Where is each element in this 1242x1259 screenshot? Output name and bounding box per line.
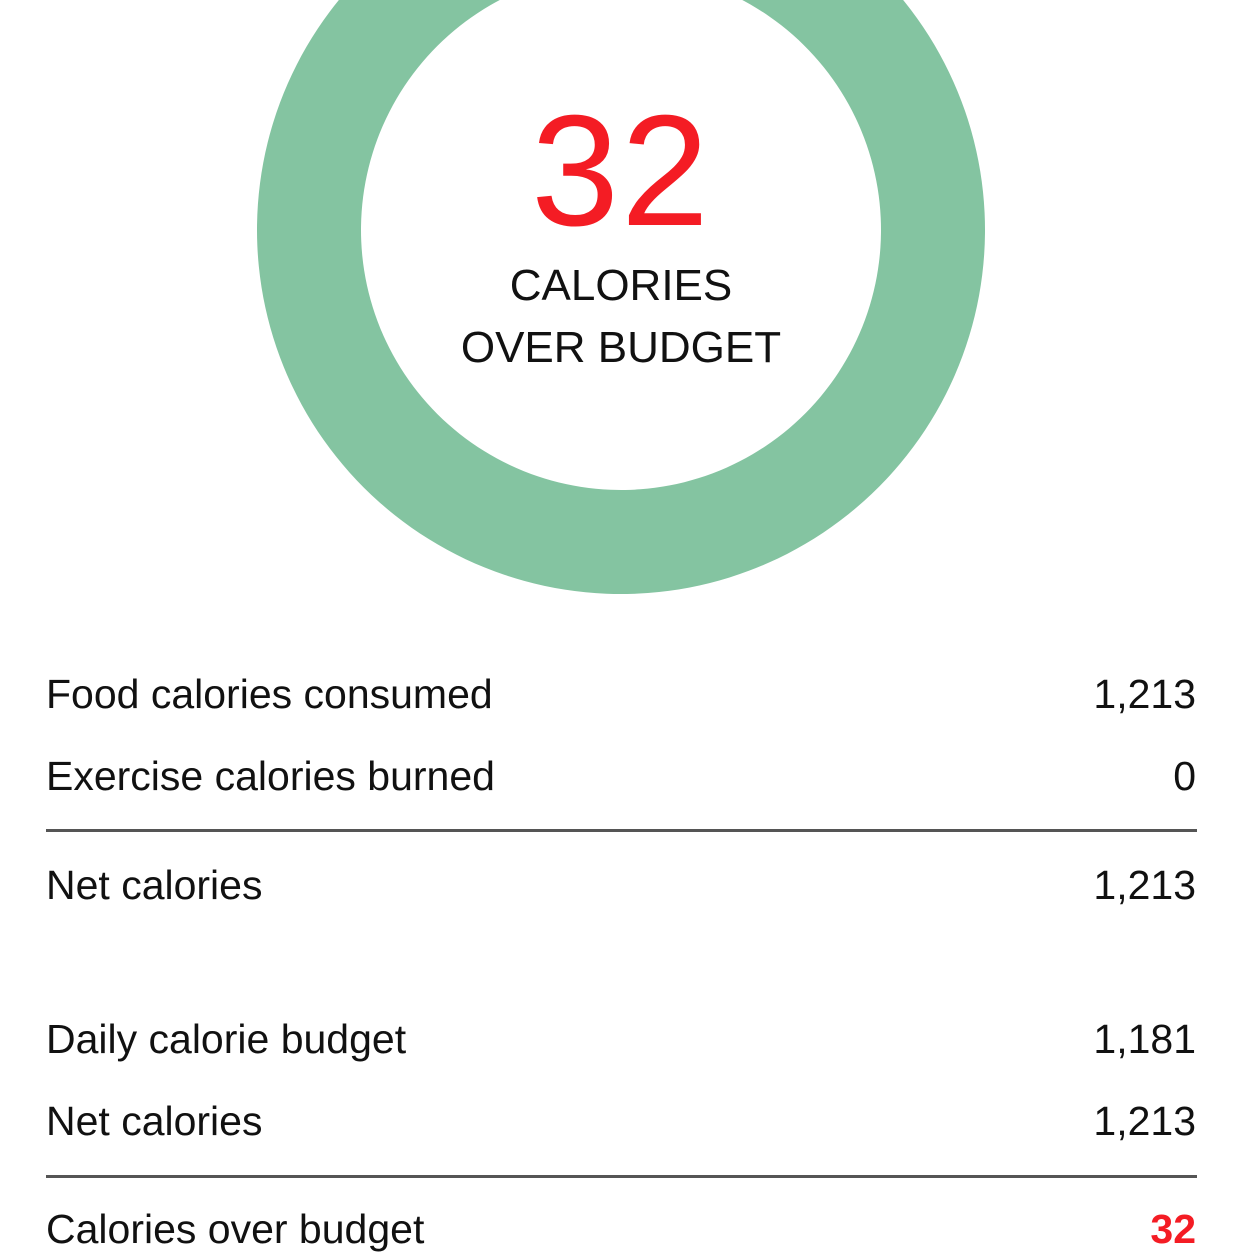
calories-over-budget-label: Calories over budget [46, 1206, 425, 1252]
budget-net-calories-row: Net calories 1,213 [46, 1091, 1196, 1151]
calorie-ring-chart [257, 0, 985, 594]
over-budget-number: 32 [531, 83, 711, 259]
exercise-calories-row: Exercise calories burned 0 [46, 746, 1196, 806]
calorie-ring: 32 CALORIES OVER BUDGET [0, 0, 1242, 610]
daily-budget-row: Daily calorie budget 1,181 [46, 1009, 1196, 1069]
net-calories-value: 1,213 [1093, 862, 1196, 908]
food-calories-value: 1,213 [1093, 671, 1196, 717]
net-calories-row: Net calories 1,213 [46, 855, 1196, 915]
budget-net-calories-value: 1,213 [1093, 1098, 1196, 1144]
food-calories-label: Food calories consumed [46, 671, 493, 717]
calories-over-budget-row: Calories over budget 32 [46, 1199, 1196, 1259]
food-calories-row: Food calories consumed 1,213 [46, 664, 1196, 724]
exercise-calories-value: 0 [1173, 753, 1196, 799]
net-calories-label: Net calories [46, 862, 263, 908]
daily-budget-value: 1,181 [1093, 1016, 1196, 1062]
daily-budget-label: Daily calorie budget [46, 1016, 407, 1062]
ring-segment-consumed [257, 0, 985, 594]
over-budget-label-line2: OVER BUDGET [460, 323, 782, 372]
calories-over-budget-value: 32 [1150, 1206, 1196, 1252]
exercise-calories-label: Exercise calories burned [46, 753, 495, 799]
budget-divider [46, 1175, 1197, 1178]
budget-net-calories-label: Net calories [46, 1098, 263, 1144]
over-budget-label-line1: CALORIES [509, 261, 733, 310]
summary-divider [46, 829, 1197, 832]
